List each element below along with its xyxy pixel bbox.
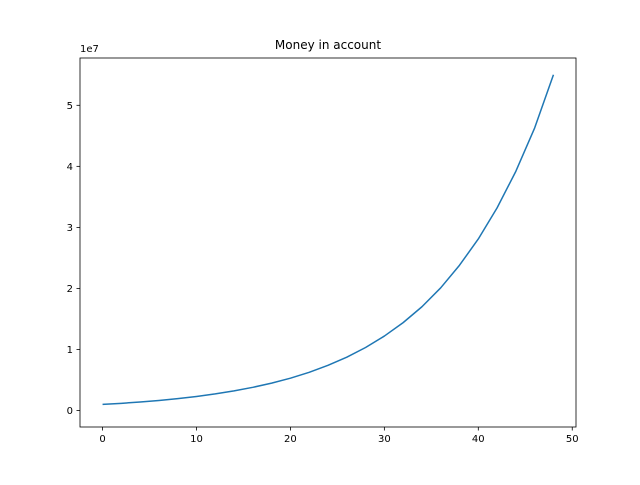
x-tick-label: 40 (472, 434, 485, 445)
axes-frame (79, 57, 577, 428)
y-tick-label: 1 (67, 345, 73, 356)
y-tick-label: 4 (67, 162, 73, 173)
series-line-0 (102, 74, 555, 406)
y-tick-label: 2 (67, 284, 73, 295)
x-tick-label: 50 (566, 434, 579, 445)
x-tick-label: 20 (284, 434, 297, 445)
y-axis-offset-label: 1e7 (80, 44, 99, 55)
x-tick-label: 30 (378, 434, 391, 445)
y-tick-label: 0 (67, 406, 73, 417)
plot-area: 0 10 20 30 40 50 0 1 2 3 4 5 (67, 57, 579, 445)
chart-title: Money in account (275, 38, 381, 52)
y-tick-label: 3 (67, 223, 73, 234)
x-tick-label: 0 (99, 434, 105, 445)
x-tick-label: 10 (190, 434, 203, 445)
y-tick-label: 5 (67, 101, 73, 112)
